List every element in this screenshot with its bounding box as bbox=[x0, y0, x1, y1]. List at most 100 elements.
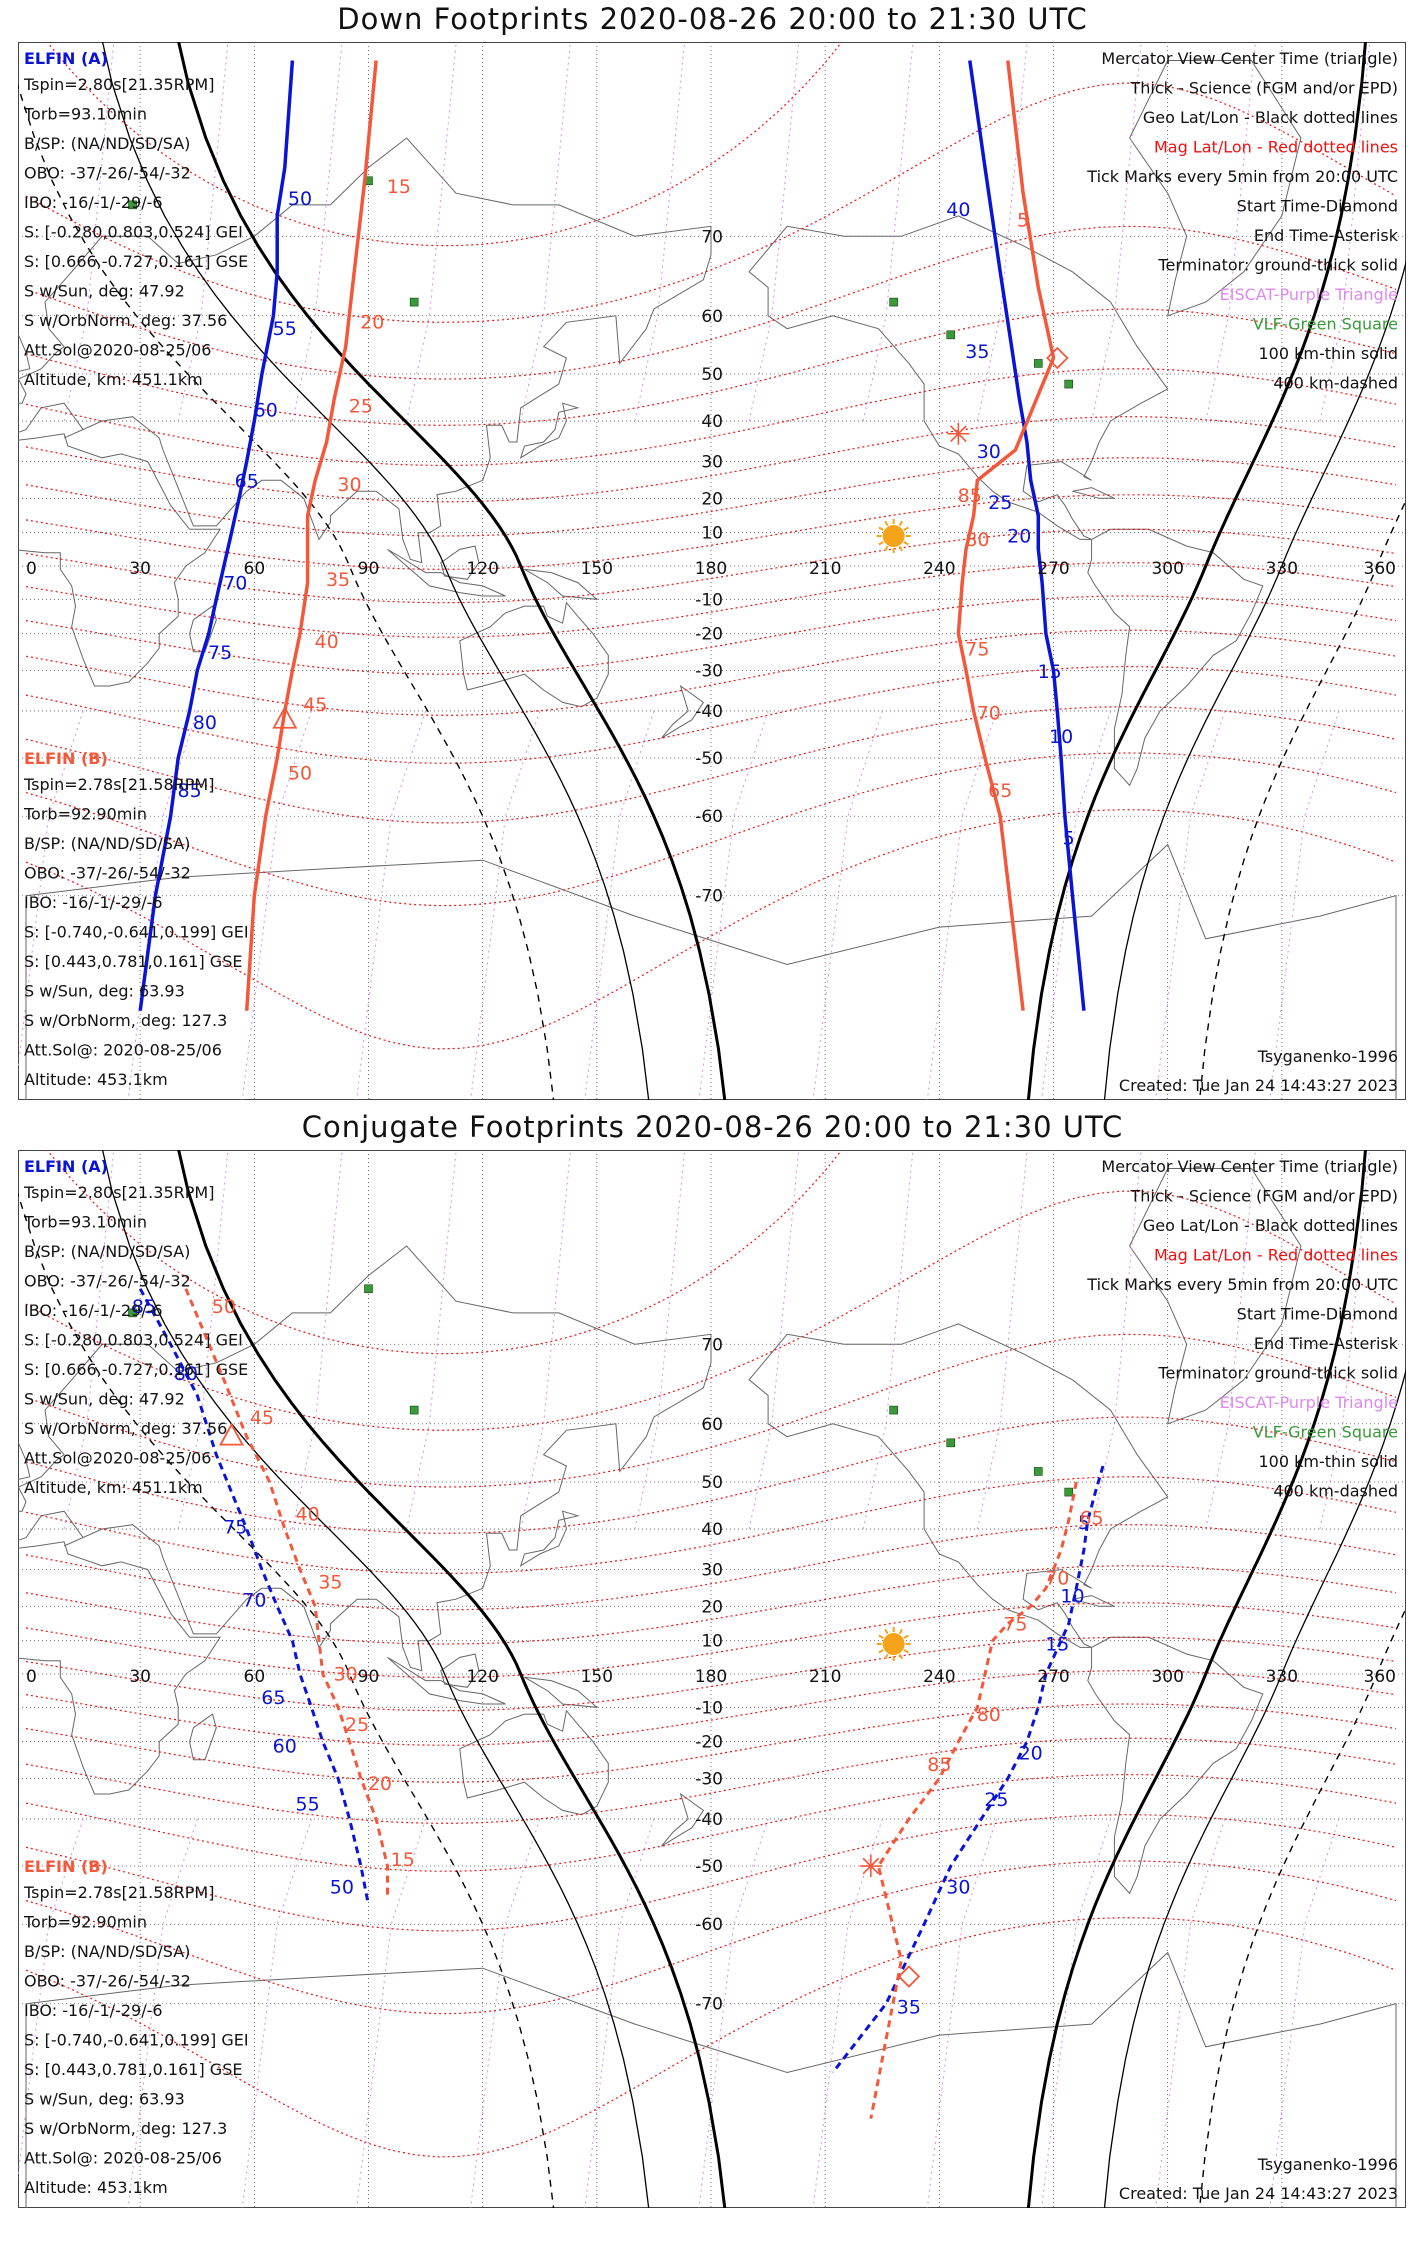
legend-line: 100 km-thin solid bbox=[1258, 344, 1398, 363]
sun-ray bbox=[903, 541, 909, 546]
legend-line: Mag Lat/Lon - Red dotted lines bbox=[1154, 1246, 1398, 1265]
mag-latitude-line bbox=[25, 752, 1397, 907]
elfin-a-info-line: S: [-0.280,0.803,0.524] GEI bbox=[24, 223, 243, 242]
mag-meridian bbox=[976, 42, 1028, 422]
lon-tick-label: 0 bbox=[26, 1667, 37, 1687]
sun-icon bbox=[882, 1633, 905, 1656]
mag-meridian bbox=[406, 42, 457, 422]
map-down: 5055606570758085152025303540455040353025… bbox=[18, 42, 1406, 1100]
vlf-station-square bbox=[409, 1405, 419, 1415]
elfin-b-info-line: Att.Sol@: 2020-08-25/06 bbox=[24, 1041, 222, 1060]
continent-north-america bbox=[748, 1323, 1169, 1648]
mag-meridian bbox=[862, 42, 914, 422]
elfin-a-info-line: B/SP: (NA/ND/SD/SA) bbox=[24, 1242, 190, 1261]
elfin-b-info-line: Torb=92.90min bbox=[23, 805, 147, 824]
legend-line: End Time-Asterisk bbox=[1254, 1334, 1399, 1353]
mag-latitude-line bbox=[25, 1602, 1397, 1678]
elfin-a-track-west-tick-label: 70 bbox=[242, 1589, 266, 1611]
elfin-b-track-west-tick-label: 35 bbox=[326, 569, 350, 591]
continent-south-america bbox=[1087, 1636, 1264, 1895]
elfin-a-info-line: S: [-0.280,0.803,0.524] GEI bbox=[24, 1331, 243, 1350]
sun-ray bbox=[903, 526, 909, 531]
mag-meridian bbox=[406, 1150, 457, 1530]
elfin-a-track-west-tick-label: 60 bbox=[273, 1735, 297, 1757]
elfin-b-track-east-tick-label: 5 bbox=[1017, 209, 1029, 231]
elfin-b-info-line: Altitude: 453.1km bbox=[24, 1070, 168, 1089]
mag-latitude-line bbox=[25, 1333, 1397, 1488]
mag-latitude-line bbox=[25, 629, 1397, 716]
legend-line: Geo Lat/Lon - Black dotted lines bbox=[1143, 108, 1398, 127]
elfin-b-info-line: Tspin=2.78s[21.58RPM] bbox=[23, 775, 214, 794]
mag-latitude-line bbox=[25, 528, 1397, 604]
elfin-a-info-line: Torb=93.10min bbox=[23, 1213, 147, 1232]
elfin-b-track-east-tick-label: 85 bbox=[958, 485, 982, 507]
mag-latitude-line bbox=[25, 706, 1397, 824]
legend-line: Mag Lat/Lon - Red dotted lines bbox=[1154, 138, 1398, 157]
lat-tick-label: -40 bbox=[695, 1810, 723, 1830]
panel-down-title: Down Footprints 2020-08-26 20:00 to 21:3… bbox=[337, 2, 1088, 36]
elfin-b-track-east-tick-label: 80 bbox=[977, 1704, 1001, 1726]
lon-tick-label: 60 bbox=[244, 1667, 266, 1687]
mag-meridian bbox=[584, 710, 655, 1100]
elfin-b-track-west-tick-label: 30 bbox=[334, 1664, 358, 1686]
continent-indonesia bbox=[387, 1656, 506, 1705]
lon-tick-label: 150 bbox=[581, 559, 613, 579]
elfin-b-track-east-tick-label: 75 bbox=[965, 638, 989, 660]
sun-icon bbox=[882, 525, 905, 548]
end-time-asterisk-icon bbox=[862, 1857, 880, 1875]
lat-tick-label: -50 bbox=[695, 1857, 723, 1877]
legend-line: 400 km-dashed bbox=[1273, 1482, 1398, 1501]
terminator-ground bbox=[177, 1150, 727, 2208]
lat-tick-label: 10 bbox=[701, 1632, 723, 1652]
mag-meridian bbox=[241, 1818, 312, 2208]
elfin-a-info-line: S w/OrbNorm, deg: 37.56 bbox=[24, 311, 227, 330]
elfin-a-track-west bbox=[138, 1288, 370, 1906]
mag-latitude-line bbox=[25, 1814, 1397, 1932]
sun-ray bbox=[898, 520, 904, 527]
terminator-100km bbox=[1103, 260, 1406, 1100]
lon-tick-label: 30 bbox=[129, 1667, 151, 1687]
elfin-b-info-line: Tspin=2.78s[21.58RPM] bbox=[23, 1883, 214, 1902]
lon-tick-label: 210 bbox=[809, 1667, 841, 1687]
mag-meridian bbox=[1091, 1150, 1142, 1530]
lat-tick-label: -20 bbox=[695, 625, 723, 645]
mag-latitude-line bbox=[25, 1917, 1397, 2158]
elfin-a-info-line: Tspin=2.80s[21.35RPM] bbox=[23, 1183, 214, 1202]
vlf-station-square bbox=[128, 200, 137, 210]
mag-meridian bbox=[976, 1150, 1028, 1530]
continent-borneo bbox=[440, 1653, 480, 1688]
lon-tick-label: 240 bbox=[923, 1667, 955, 1687]
mag-latitude-line bbox=[25, 82, 1397, 323]
mag-meridian bbox=[520, 1150, 571, 1530]
lat-tick-label: 40 bbox=[701, 412, 723, 432]
mag-meridian bbox=[698, 710, 769, 1100]
mag-meridian bbox=[862, 1150, 914, 1530]
elfin-a-info-line: IBO: -16/-1/-29/-6 bbox=[24, 1301, 163, 1320]
elfin-b-track-west-tick-label: 25 bbox=[349, 395, 373, 417]
mag-meridian bbox=[127, 1818, 198, 2208]
lat-tick-label: 70 bbox=[701, 227, 723, 247]
elfin-a-track-east-tick-label: 35 bbox=[897, 1997, 921, 2019]
lon-tick-label: 360 bbox=[1364, 1667, 1396, 1687]
mag-meridian bbox=[291, 42, 343, 422]
elfin-a-info-line: IBO: -16/-1/-29/-6 bbox=[24, 193, 163, 212]
elfin-b-title: ELFIN (B) bbox=[24, 749, 108, 768]
elfin-b-track-west-tick-label: 40 bbox=[296, 1503, 320, 1525]
elfin-a-track-west-tick-label: 75 bbox=[208, 642, 232, 664]
mag-latitude-line bbox=[25, 1860, 1397, 2015]
lat-tick-label: -30 bbox=[695, 661, 723, 681]
sun-ray bbox=[884, 520, 889, 527]
elfin-b-track-east bbox=[956, 60, 1056, 1011]
mag-meridian bbox=[18, 710, 84, 1072]
elfin-a-track-west-tick-label: 75 bbox=[223, 1516, 247, 1538]
continent-africa bbox=[18, 433, 222, 687]
elfin-b-track-west-tick-label: 45 bbox=[303, 694, 327, 716]
sun-ray bbox=[903, 1649, 909, 1654]
terminator-100km bbox=[1103, 1368, 1406, 2208]
lon-tick-label: 180 bbox=[695, 1667, 727, 1687]
continent-japan bbox=[519, 402, 580, 459]
lat-tick-label: 60 bbox=[701, 1415, 723, 1435]
elfin-a-track-east-tick-label: 5 bbox=[1078, 1512, 1090, 1534]
elfin-a-track-east bbox=[831, 1465, 1105, 2074]
elfin-a-track-west-tick-label: 80 bbox=[174, 1363, 198, 1385]
